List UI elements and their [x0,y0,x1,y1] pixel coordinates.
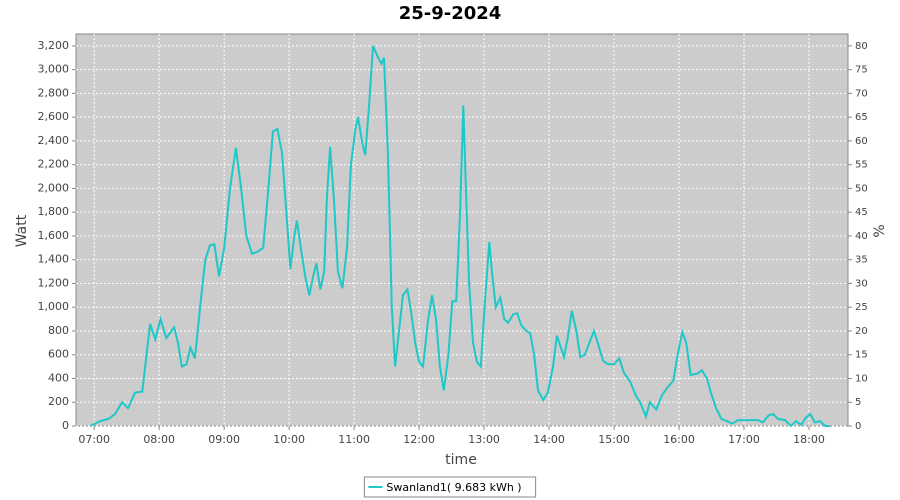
x-tick-label: 18:00 [793,433,825,446]
x-axis-label: time [445,452,477,468]
x-tick-label: 13:00 [468,433,500,446]
legend-box [363,476,537,498]
chart-title: 25-9-2024 [399,3,502,24]
y2-tick-label: 60 [855,136,868,147]
y2-tick-label: 25 [855,302,868,313]
y2-tick-label: 20 [855,326,868,337]
y2-tick-label: 35 [855,255,868,266]
y-tick-label: 2,000 [38,181,70,194]
y-tick-label: 1,400 [38,253,70,266]
y2-tick-label: 30 [855,278,868,289]
y2-tick-label: 70 [855,88,868,99]
x-tick-label: 10:00 [273,433,305,446]
y-tick-label: 2,200 [38,158,70,171]
y2-tick-label: 80 [855,41,868,52]
y-tick-label: 600 [48,348,69,361]
y-tick-label: 400 [48,371,69,384]
y2-tick-label: 15 [855,350,868,361]
x-tick-label: 11:00 [338,433,370,446]
y-axis-label: Watt [14,214,30,247]
y2-tick-label: 45 [855,207,868,218]
x-tick-label: 07:00 [78,433,110,446]
y-tick-label: 1,600 [38,229,70,242]
y-tick-label: 3,000 [38,63,70,76]
y-tick-label: 2,800 [38,86,70,99]
y2-tick-label: 10 [855,373,868,384]
y-tick-label: 800 [48,324,69,337]
y2-tick-label: 55 [855,160,868,171]
y2-axis-label: % [872,224,888,237]
y-tick-label: 1,800 [38,205,70,218]
legend-text: Swanland1( 9.683 kWh ) [386,481,521,494]
y2-tick-label: 40 [855,231,868,242]
y-tick-label: 1,200 [38,276,70,289]
y2-tick-label: 50 [855,183,868,194]
x-tick-label: 15:00 [598,433,630,446]
x-tick-label: 12:00 [403,433,435,446]
plot-area [75,33,849,427]
y-tick-label: 200 [48,395,69,408]
legend: Swanland1( 9.683 kWh ) [363,476,537,498]
y2-tick-label: 75 [855,65,868,76]
y-tick-label: 2,600 [38,110,70,123]
y-tick-label: 0 [62,419,69,432]
y2-tick-label: 5 [855,397,861,408]
x-tick-label: 17:00 [728,433,760,446]
y-tick-label: 1,000 [38,300,70,313]
y-tick-label: 3,200 [38,39,70,52]
y2-tick-label: 65 [855,112,868,123]
series-line [89,45,830,428]
x-tick-label: 14:00 [533,433,565,446]
x-tick-label: 09:00 [208,433,240,446]
y2-tick-label: 0 [855,421,861,432]
x-tick-label: 16:00 [663,433,695,446]
x-tick-label: 08:00 [143,433,175,446]
y-tick-label: 2,400 [38,134,70,147]
